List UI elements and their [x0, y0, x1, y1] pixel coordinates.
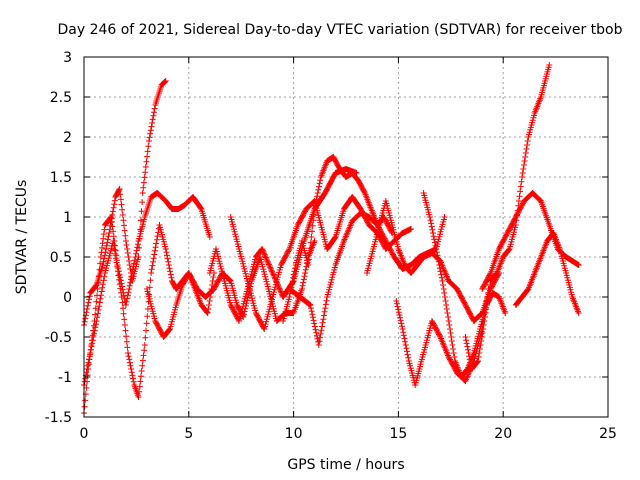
series-trace-12 — [462, 62, 553, 372]
y-tick-label: 2.5 — [50, 90, 72, 106]
series-trace-3 — [81, 222, 217, 400]
y-tick-label: -1.5 — [45, 410, 72, 426]
plus-markers — [81, 222, 217, 400]
series-trace-8 — [286, 210, 448, 348]
series-trace-14 — [512, 230, 582, 316]
y-tick-label: -1 — [58, 370, 72, 386]
plus-markers — [227, 194, 414, 332]
x-tick-label: 25 — [599, 426, 617, 442]
x-tick-label: 0 — [80, 426, 89, 442]
chart-title: Day 246 of 2021, Sidereal Day-to-day VTE… — [57, 22, 623, 38]
x-axis-label: GPS time / hours — [287, 457, 405, 473]
y-tick-label: -0.5 — [45, 330, 72, 346]
plus-markers — [393, 286, 492, 388]
series-trace-5 — [206, 166, 360, 324]
x-tick-label: 20 — [494, 426, 512, 442]
y-tick-label: 3 — [63, 50, 72, 66]
grid-lines — [84, 57, 608, 417]
plus-markers — [512, 230, 582, 316]
plus-markers — [462, 62, 553, 372]
x-tick-label: 5 — [184, 426, 193, 442]
x-tick-label: 10 — [285, 426, 303, 442]
plus-markers — [286, 210, 448, 348]
series-trace-1 — [81, 78, 169, 328]
y-tick-label: 1.5 — [50, 170, 72, 186]
axis-ticks: 0 5 10 15 20 25 -1.5 -1 -0.5 0 0.5 1 1.5 2 2.5 3 — [45, 50, 617, 442]
plus-markers — [206, 166, 360, 324]
data-points — [81, 62, 582, 416]
y-axis-label: SDTVAR / TECUs — [14, 179, 30, 295]
series-trace-6 — [227, 194, 414, 332]
y-tick-label: 2 — [63, 130, 72, 146]
x-tick-label: 15 — [389, 426, 407, 442]
y-tick-label: 0 — [63, 290, 72, 306]
y-tick-label: 0.5 — [50, 250, 72, 266]
plus-markers — [81, 78, 169, 328]
y-tick-label: 1 — [63, 210, 72, 226]
series-trace-10 — [393, 286, 492, 388]
plot-frame — [83, 56, 609, 418]
